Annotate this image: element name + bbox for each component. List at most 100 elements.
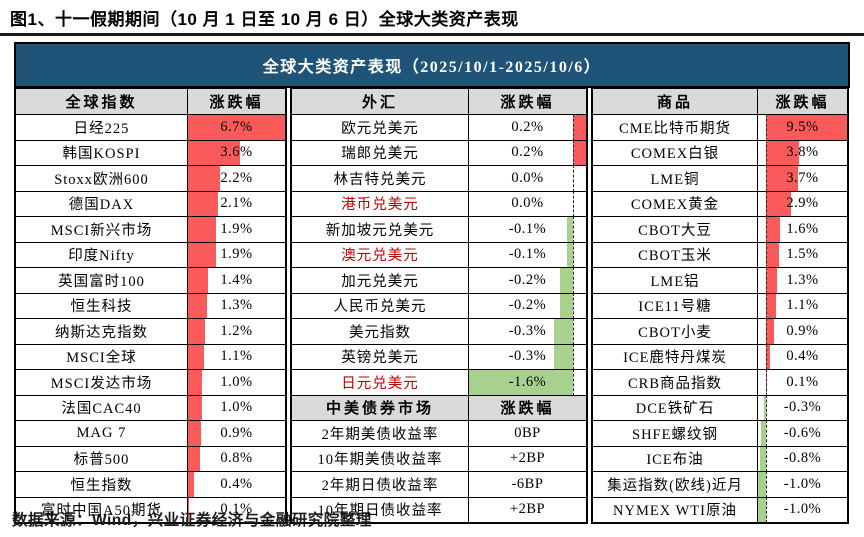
zero-axis-line [573,319,574,344]
zero-axis-line [573,217,574,242]
row-change-value: 1.3% [786,271,819,288]
row-label-cell: 韩国KOSPI [16,141,187,166]
negative-bar [553,344,573,369]
positive-bar [188,395,203,420]
table-row: ICE鹿特丹煤炭 0.4% [593,343,847,369]
row-label-cell: ICE布油 [593,447,757,472]
row-change-cell: 1.1% [187,344,285,369]
column-header-label: 中美债券市场 [292,395,468,420]
data-source-note: 数据来源：Wind，兴业证券经济与金融研究院整理 [12,512,372,529]
row-label: 林吉特兑美元 [333,171,427,188]
row-label: 欧元兑美元 [341,120,419,137]
title-divider [0,33,864,36]
positive-bar [766,166,798,191]
row-label-cell: 加元兑美元 [292,268,468,293]
row-change-value: 1.9% [220,246,253,263]
column-header-change: 涨跌幅 [187,89,285,114]
positive-bar [188,191,219,216]
row-label: COMEX白银 [630,146,720,163]
row-change-value: 0.0% [511,195,544,212]
negative-bar [469,370,573,395]
row-change-cell: -0.8% [757,446,847,471]
positive-bar [188,293,207,318]
row-label: 恒生指数 [70,477,133,494]
zero-axis-line [766,293,768,318]
row-change-cell: 1.3% [187,293,285,318]
row-change-value: 0.4% [220,475,253,492]
positive-bar [766,140,799,165]
row-label-cell: CME比特币期货 [593,115,757,140]
table-row: 集运指数(欧线)近月 -1.0% [593,471,847,497]
table-row: COMEX白银 3.8% [593,139,847,165]
row-change-value: 0.1% [220,501,253,518]
row-label: 德国DAX [68,197,135,214]
table-row: 加元兑美元 -0.2% [292,267,586,293]
row-label: 加元兑美元 [341,273,419,290]
table-row: MSCI全球 1.1% [16,343,285,369]
row-label: 集运指数(欧线)近月 [607,477,743,494]
zero-axis-line [573,140,574,165]
row-label: DCE铁矿石 [635,401,715,418]
table-row: ICE布油 -0.8% [593,445,847,472]
table-banner: 全球大类资产表现（2025/10/1-2025/10/6） [14,42,850,88]
row-change-cell: 3.8% [757,140,847,165]
zero-axis-line [766,497,768,522]
negative-bar [759,446,767,471]
positive-bar [188,421,202,446]
row-label-cell: COMEX黄金 [593,192,757,217]
row-change-cell: -0.3% [468,319,586,344]
row-change-cell: 1.0% [187,370,285,395]
row-label-cell: 纳斯达克指数 [16,319,187,344]
row-label-cell: MSCI新兴市场 [16,217,187,242]
zero-axis-line [766,191,768,216]
row-label: LME铝 [650,273,700,290]
row-label-cell: 新加坡元兑美元 [292,217,468,242]
table-row: 纳斯达克指数 1.2% [16,318,285,344]
asset-performance-table: 全球大类资产表现（2025/10/1-2025/10/6） 全球指数 涨跌幅日经2… [14,42,850,524]
row-change-cell: 0.0% [468,191,586,216]
row-change-value: +2BP [509,501,546,518]
row-label-cell: 林吉特兑美元 [292,166,468,191]
row-change-cell: 3.7% [757,166,847,191]
positive-bar [766,242,780,267]
row-label-cell: 美元指数 [292,319,468,344]
positive-bar [766,319,775,344]
positive-bar [766,344,770,369]
row-change-cell: 1.6% [757,217,847,242]
row-label-cell: 英国富时100 [16,268,187,293]
row-change-cell: 1.2% [187,319,285,344]
row-label: 日经225 [73,120,130,137]
table-row: CBOT玉米 1.5% [593,241,847,267]
negative-bar [763,395,767,420]
column-header-label: 商品 [593,89,757,114]
row-label: 10年期日债收益率 [317,503,443,520]
column-header-row: 中美债券市场 涨跌幅 [292,394,586,420]
row-label-cell: NYMEX WTI原油 [593,498,757,523]
row-label: 英镑兑美元 [341,350,419,367]
row-change-value: 1.9% [220,220,253,237]
row-label: 2年期美债收益率 [321,426,439,443]
table-row: DCE铁矿石 -0.3% [593,394,847,420]
table-row: 恒生指数 0.4% [16,471,285,497]
positive-bar [766,191,792,216]
row-label: 英国富时100 [58,273,145,290]
positive-bar [188,242,216,267]
row-label: 2年期日债收益率 [321,477,439,494]
table-row: NYMEX WTI原油 -1.0% [593,496,847,523]
table-row: 标普500 0.8% [16,445,285,471]
negative-bar [758,472,767,497]
positive-bar [766,115,847,140]
row-label-cell: 日经225 [16,115,187,140]
row-label-cell: 2年期美债收益率 [292,421,468,446]
row-change-value: 6.7% [220,118,253,135]
zero-axis-line [573,191,574,216]
row-change-value: -0.3% [508,322,547,339]
positive-bar [188,140,241,165]
positive-bar [188,268,209,293]
row-change-value: -0.1% [508,246,547,263]
table-row: 新加坡元兑美元 -0.1% [292,216,586,242]
column-header-label: 全球指数 [16,89,187,114]
table-row: 10年期美债收益率 +2BP [292,445,586,471]
row-label: 日元兑美元 [341,375,419,392]
